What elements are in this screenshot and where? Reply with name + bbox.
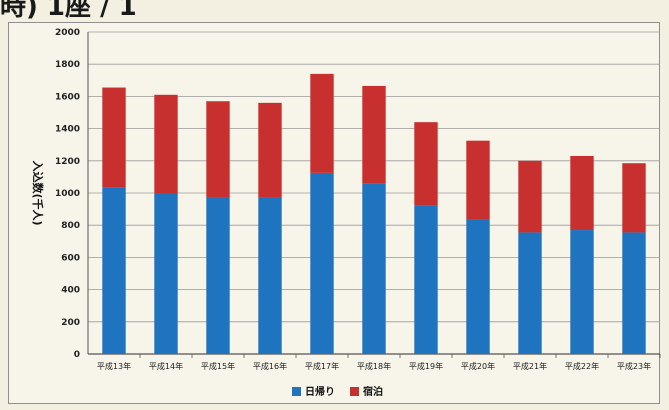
y-tick-label: 1400 [55,125,80,135]
bar-segment [206,101,230,198]
bar-segment [466,219,490,354]
bar-segment [622,232,646,354]
y-tick-label: 400 [61,286,80,296]
x-tick-label: 平成15年 [201,361,235,371]
bar-segment [518,160,542,233]
bar-segment [518,232,542,354]
y-tick-label: 200 [61,318,80,328]
bar-segment [154,193,178,354]
bar-segment [622,163,646,233]
y-tick-label: 1200 [55,157,80,167]
bar-segment [570,230,594,354]
legend-swatch [292,387,301,396]
x-tick-label: 平成16年 [253,361,287,371]
y-tick-label: 600 [61,253,80,263]
y-tick-label: 1600 [55,92,80,102]
bar-segment [570,155,594,231]
y-tick-label: 1000 [55,189,80,199]
x-tick-label: 平成13年 [97,361,131,371]
y-tick-label: 2000 [55,28,80,38]
bar-segment [154,94,178,193]
x-tick-label: 平成14年 [149,361,183,371]
y-axis-label: 入込数(千人) [31,160,45,225]
x-tick-label: 平成21年 [513,361,547,371]
y-axis-ticks: 0 200 400 600 800 1000 1200 1400 1600 1800 2000 [55,28,80,360]
x-axis-ticks: 平成13年 平成14年 平成15年 平成16年 平成17年 平成18年 平成19年 平成20年… [97,354,661,371]
x-tick-label: 平成22年 [565,361,599,371]
x-tick-label: 平成20年 [461,361,495,371]
bar-segment [206,197,230,354]
bar-segment [466,140,490,220]
legend-label: 日帰り [305,385,335,398]
bar-segment [258,102,282,198]
y-tick-label: 1800 [55,60,80,70]
y-tick-label: 0 [74,350,80,360]
bar-segment [310,172,334,354]
x-tick-label: 平成17年 [305,361,339,371]
legend: 日帰り 宿泊 [292,385,383,398]
bar-segment [414,122,438,206]
legend-swatch [350,387,359,396]
x-tick-label: 平成18年 [357,361,391,371]
bars [102,73,646,354]
y-tick-label: 800 [61,221,80,231]
page-heading: 時) 1座 / 1 [0,0,137,22]
bar-segment [102,187,126,354]
x-tick-label: 平成23年 [617,361,651,371]
bar-segment [362,183,386,354]
bar-segment [414,205,438,354]
bar-segment [362,85,386,184]
bar-segment [310,73,334,173]
bar-segment [258,197,282,354]
legend-label: 宿泊 [363,385,383,398]
x-tick-label: 平成19年 [409,361,443,371]
bar-segment [102,87,126,188]
